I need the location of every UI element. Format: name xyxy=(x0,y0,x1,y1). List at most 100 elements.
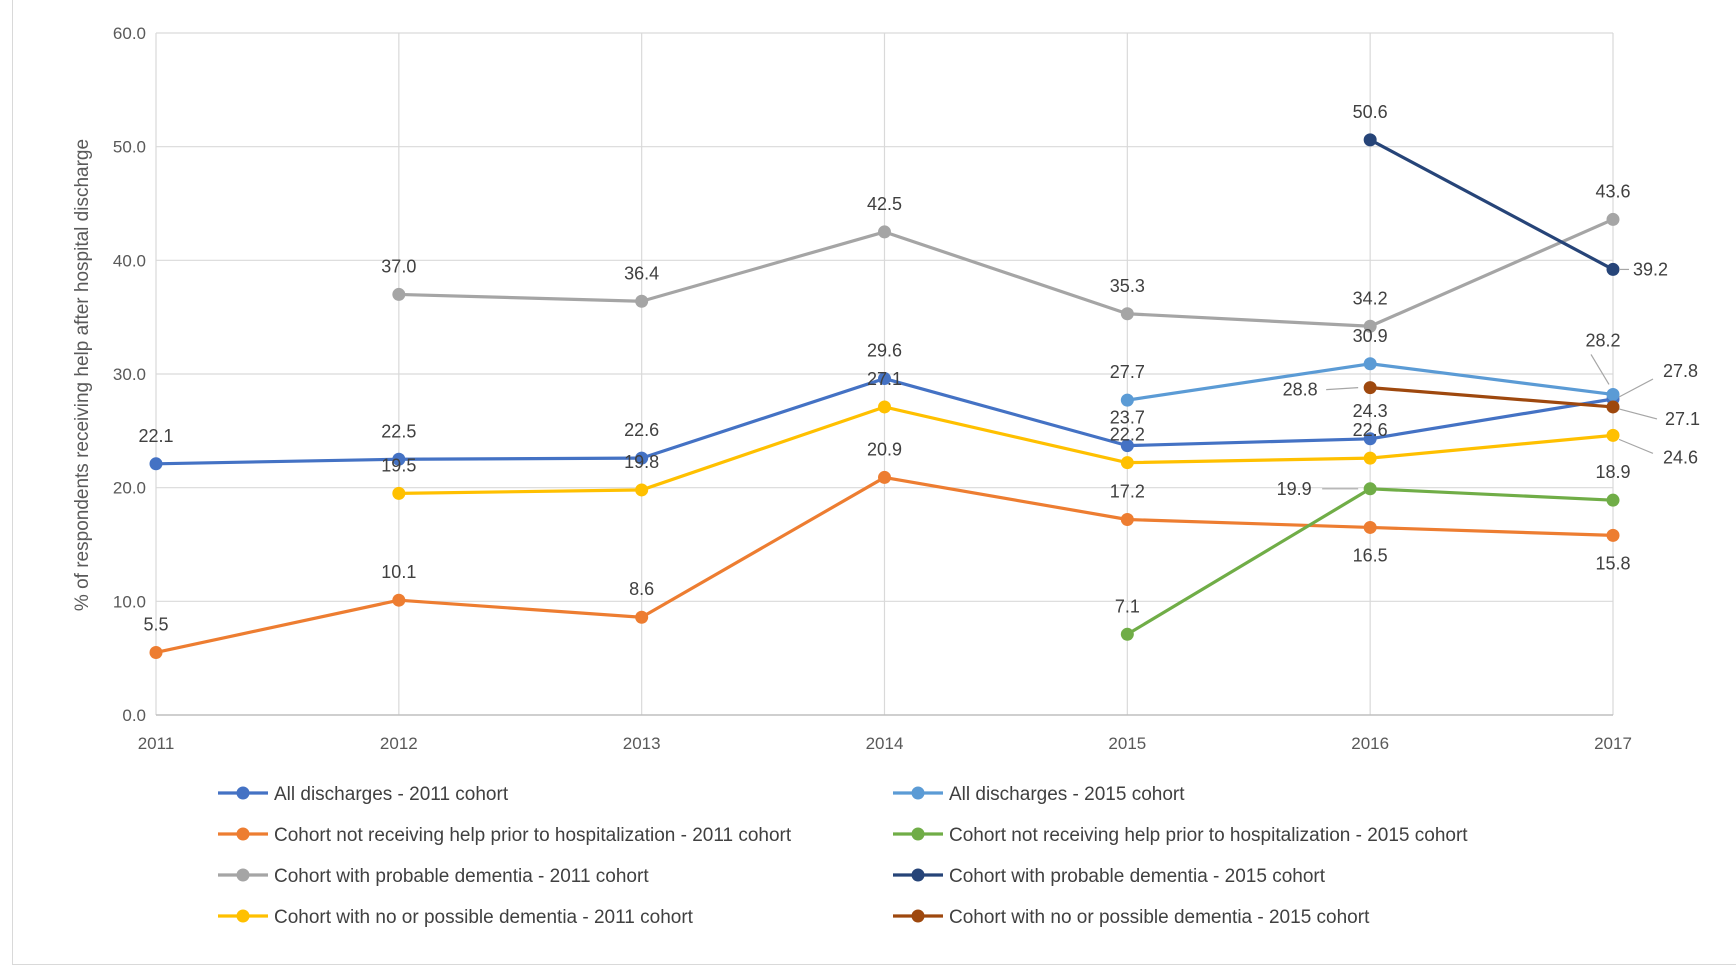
legend-swatch-marker xyxy=(911,786,925,800)
data-point xyxy=(1606,400,1620,414)
data-point xyxy=(1120,307,1134,321)
x-tick-label: 2013 xyxy=(623,734,661,753)
y-tick-label: 10.0 xyxy=(113,592,146,611)
y-tick-label: 50.0 xyxy=(113,138,146,157)
data-point xyxy=(149,457,163,471)
legend-entry: Cohort with probable dementia - 2015 coh… xyxy=(949,866,1326,887)
y-axis-label: % of respondents receiving help after ho… xyxy=(72,139,93,611)
data-label: 28.8 xyxy=(1283,380,1318,400)
leader-line xyxy=(1618,438,1654,454)
data-point xyxy=(1363,432,1377,446)
data-point xyxy=(1606,262,1620,276)
series-line xyxy=(398,217,1614,328)
data-label: 27.1 xyxy=(1665,409,1700,429)
axes: 0.0 10.0 20.0 30.0 40.0 50.0 60.0 2011 2012 2013 2… xyxy=(113,24,1632,753)
legend-swatch-marker xyxy=(236,868,250,882)
x-tick-label: 2011 xyxy=(138,734,175,753)
data-label: 29.6 xyxy=(867,341,902,361)
data-point xyxy=(635,483,649,497)
data-label: 43.6 xyxy=(1595,181,1630,201)
leader-line xyxy=(1590,354,1610,385)
data-label: 8.6 xyxy=(629,579,654,599)
data-label: 19.5 xyxy=(381,455,416,475)
data-label: 10.1 xyxy=(381,562,416,582)
data-label: 19.9 xyxy=(1277,479,1312,499)
data-point xyxy=(635,451,649,465)
leader-line xyxy=(1618,378,1654,398)
legend-entry: Cohort with probable dementia - 2011 coh… xyxy=(274,866,649,887)
data-label: 5.5 xyxy=(143,614,168,634)
data-point xyxy=(878,400,891,414)
data-point xyxy=(635,294,649,308)
data-point xyxy=(1363,357,1377,371)
y-tick-label: 40.0 xyxy=(113,251,146,270)
data-label: 24.3 xyxy=(1353,401,1388,421)
data-label: 37.0 xyxy=(381,256,416,276)
y-tick-label: 60.0 xyxy=(113,24,146,43)
data-label: 7.1 xyxy=(1115,596,1140,616)
data-point xyxy=(1606,387,1620,401)
y-tick-label: 20.0 xyxy=(113,479,146,498)
x-tick-label: 2015 xyxy=(1108,734,1146,753)
data-label: 22.6 xyxy=(624,420,659,440)
x-tick-label: 2014 xyxy=(866,734,904,753)
legend: All discharges - 2011 cohort All discharg… xyxy=(218,784,1468,928)
data-point xyxy=(392,486,406,500)
data-label: 28.2 xyxy=(1585,330,1620,350)
data-label: 34.2 xyxy=(1353,288,1388,308)
data-point xyxy=(1120,627,1134,641)
data-point xyxy=(1363,381,1377,395)
legend-entry: Cohort with no or possible dementia - 20… xyxy=(274,907,694,928)
data-label: 30.9 xyxy=(1353,326,1388,346)
data-label: 27.1 xyxy=(867,369,902,389)
data-point xyxy=(1606,428,1620,442)
data-label: 50.6 xyxy=(1353,102,1388,122)
data-labels: 22.1 22.5 22.6 29.6 23.7 24.3 27.8 27.7 30.9 28.2… xyxy=(138,102,1700,635)
data-point xyxy=(1120,456,1134,470)
x-tick-label: 2012 xyxy=(380,734,418,753)
data-point xyxy=(1120,439,1134,453)
data-point xyxy=(1363,482,1377,496)
series-line xyxy=(1369,138,1614,271)
legend-entry: Cohort not receiving help prior to hospi… xyxy=(274,825,792,846)
legend-entry: All discharges - 2015 cohort xyxy=(949,784,1185,805)
y-tick-label: 30.0 xyxy=(113,365,146,384)
data-point xyxy=(1120,512,1134,526)
leader-line xyxy=(1326,387,1359,391)
x-tick-label: 2016 xyxy=(1351,734,1389,753)
data-label: 22.1 xyxy=(138,426,173,446)
x-tick-label: 2017 xyxy=(1594,734,1632,753)
legend-swatch-marker xyxy=(911,909,925,923)
y-tick-label: 0.0 xyxy=(122,706,146,725)
data-point xyxy=(878,372,891,386)
data-point xyxy=(635,610,649,624)
line-chart: 0.0 10.0 20.0 30.0 40.0 50.0 60.0 2011 2012 2013 2… xyxy=(72,24,1700,928)
data-point xyxy=(878,470,891,484)
data-point xyxy=(878,225,891,239)
data-point xyxy=(149,645,163,659)
legend-swatch-marker xyxy=(236,909,250,923)
data-label: 22.5 xyxy=(381,421,416,441)
data-point xyxy=(392,452,406,466)
legend-swatch-marker xyxy=(911,827,925,841)
data-point xyxy=(392,593,406,607)
legend-swatch-marker xyxy=(236,786,250,800)
data-label: 22.6 xyxy=(1353,420,1388,440)
series-line xyxy=(398,405,1614,495)
data-label: 17.2 xyxy=(1110,481,1145,501)
data-point xyxy=(392,287,406,301)
legend-entry: Cohort not receiving help prior to hospi… xyxy=(949,825,1468,846)
data-label: 23.7 xyxy=(1110,408,1145,428)
legend-entry: All discharges - 2011 cohort xyxy=(274,784,509,805)
data-label: 39.2 xyxy=(1633,259,1668,279)
legend-swatch-marker xyxy=(911,868,925,882)
series-lines xyxy=(149,133,1620,659)
data-label: 24.6 xyxy=(1663,447,1698,467)
data-label: 22.2 xyxy=(1110,425,1145,445)
data-label: 36.4 xyxy=(624,263,659,283)
data-label: 19.8 xyxy=(624,452,659,472)
legend-swatch-marker xyxy=(236,827,250,841)
data-label: 15.8 xyxy=(1595,553,1630,573)
data-point xyxy=(1606,528,1620,542)
chart-frame: 0.0 10.0 20.0 30.0 40.0 50.0 60.0 2011 2012 2013 2… xyxy=(12,0,1736,965)
